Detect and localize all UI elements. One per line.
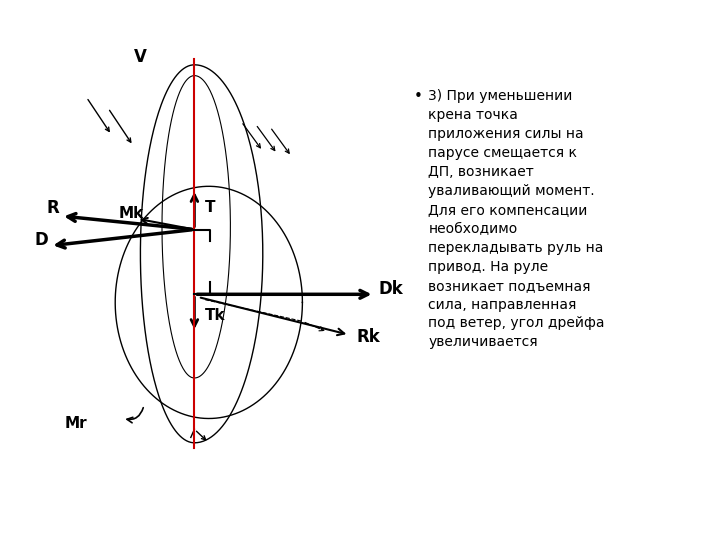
Text: Dk: Dk bbox=[378, 280, 402, 298]
Text: Mr: Mr bbox=[65, 416, 87, 431]
Text: Tk: Tk bbox=[205, 308, 226, 323]
Text: T: T bbox=[205, 200, 216, 215]
Text: Rk: Rk bbox=[356, 328, 380, 347]
Text: 3) При уменьшении
крена точка
приложения силы на
парусе смещается к
ДП, возникае: 3) При уменьшении крена точка приложения… bbox=[428, 89, 605, 349]
Text: R: R bbox=[47, 199, 60, 217]
Text: V: V bbox=[134, 48, 147, 66]
Text: Mk: Mk bbox=[119, 206, 144, 221]
Text: •: • bbox=[414, 89, 423, 104]
Text: D: D bbox=[35, 231, 48, 249]
